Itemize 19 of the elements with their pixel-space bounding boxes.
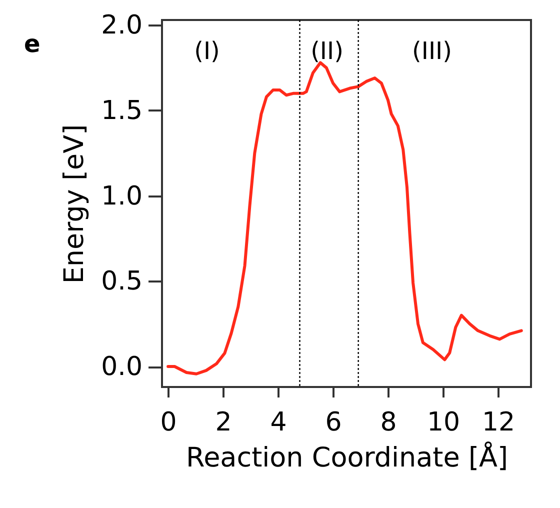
y-tick-label: 1.0: [101, 181, 142, 212]
x-tick-label: 12: [482, 408, 516, 438]
x-tick-label: 8: [380, 408, 397, 438]
y-tick-label: 2.0: [101, 10, 142, 41]
x-tick-label: 4: [270, 408, 287, 438]
annotation: (II): [310, 37, 344, 65]
y-tick-label: 0.0: [101, 352, 142, 382]
x-axis-title: Reaction Coordinate [Å]: [186, 440, 508, 474]
annotation: (III): [412, 37, 452, 65]
annotation: (I): [194, 37, 220, 65]
y-tick-label: 0.5: [101, 266, 142, 297]
line-series: [166, 61, 523, 376]
x-tick-label: 6: [325, 408, 342, 438]
y-tick-label: 1.5: [101, 96, 142, 126]
y-axis-title: Energy [eV]: [59, 124, 90, 284]
chart-title: e: [24, 30, 40, 58]
x-tick-label: 10: [426, 408, 460, 438]
x-tick-label: 2: [215, 408, 232, 438]
x-tick-label: 0: [160, 408, 177, 438]
